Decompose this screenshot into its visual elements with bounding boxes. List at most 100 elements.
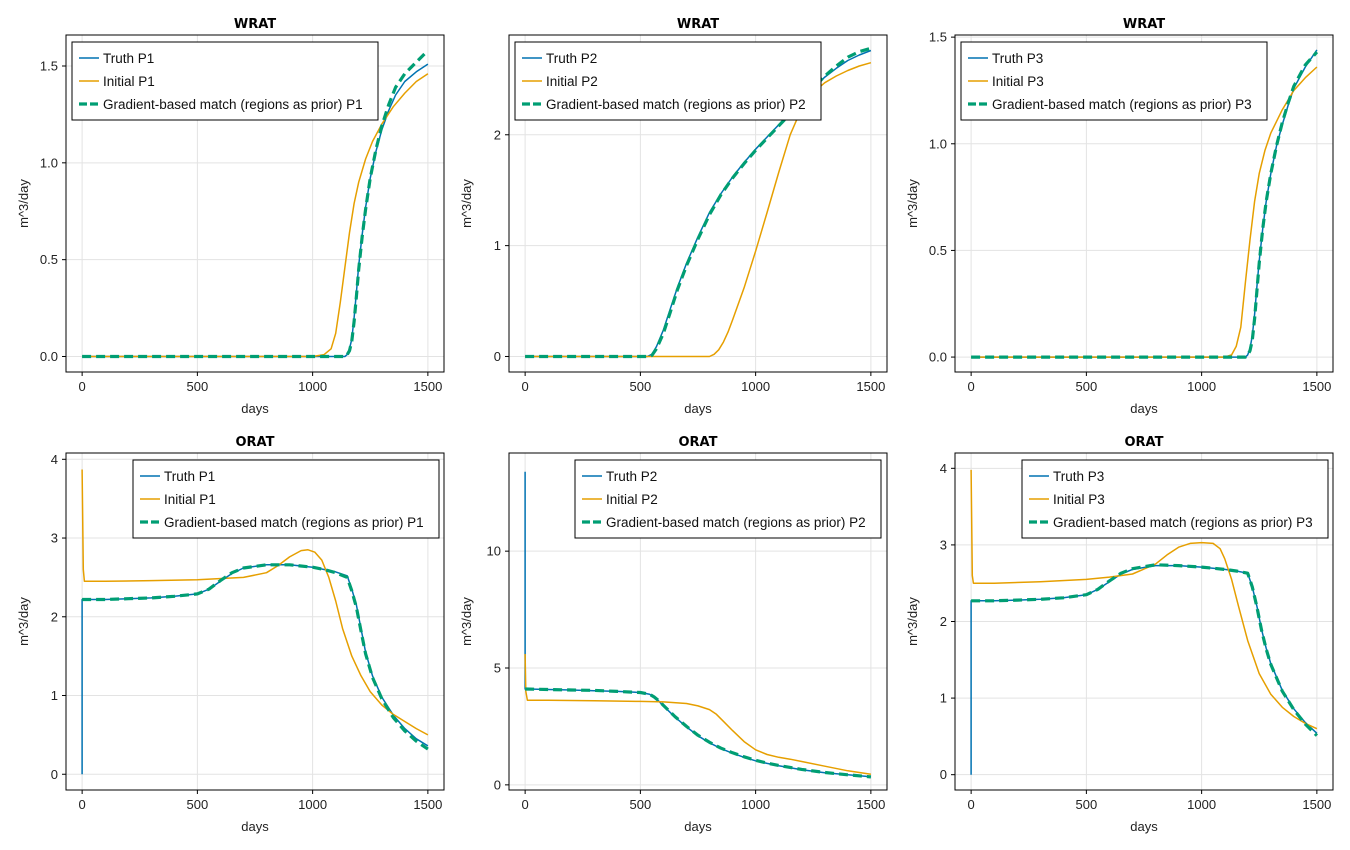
x-tick-label: 1000: [741, 797, 770, 812]
chart-title: WRAT: [1123, 17, 1165, 32]
y-axis-label: m^3/day: [905, 179, 920, 228]
series-line-initial: [81, 469, 429, 736]
x-tick-label: 0: [968, 797, 975, 812]
chart-panel-2: 0 500 1000 1500 0 1 2 WRAT days m^3/day Truth P2 In…: [459, 17, 888, 416]
y-tick-label: 0.5: [929, 243, 947, 258]
chart-panel-6: 0 500 1000 1500 0 1 2 3 4 ORAT days m^3/day Truth P3…: [905, 435, 1334, 834]
x-axis-label: days: [1130, 401, 1158, 416]
chart-panel-5: 0 500 1000 1500 0 5 10 ORAT days m^3/day Truth P2 I…: [459, 435, 888, 834]
y-tick-label: 0: [51, 767, 58, 782]
x-tick-label: 0: [522, 797, 529, 812]
y-tick-label: 1.0: [929, 136, 947, 151]
legend-box: [960, 41, 1268, 121]
y-tick-label: 5: [494, 661, 501, 676]
y-tick-label: 1: [940, 691, 947, 706]
y-tick-label: 1.5: [40, 58, 58, 73]
series-line-initial: [524, 653, 872, 776]
legend-box: [71, 41, 379, 121]
x-tick-label: 1500: [1302, 379, 1331, 394]
legend-label: Truth P3: [992, 51, 1043, 66]
series-line-initial: [970, 469, 1318, 730]
x-tick-label: 1000: [1187, 797, 1216, 812]
x-tick-label: 1000: [298, 379, 327, 394]
x-tick-label: 0: [79, 797, 86, 812]
legend-label: Initial P1: [164, 492, 216, 507]
series-line-initial: [525, 61, 872, 358]
legend-label: Gradient-based match (regions as prior) …: [1053, 515, 1313, 530]
y-tick-label: 0: [940, 767, 947, 782]
x-tick-label: 0: [79, 379, 86, 394]
legend-label: Initial P3: [1053, 492, 1105, 507]
legend-label: Truth P1: [103, 51, 154, 66]
series-line-match: [525, 687, 872, 779]
y-tick-label: 10: [487, 544, 501, 559]
y-tick-label: 0.0: [929, 350, 947, 365]
x-tick-label: 0: [968, 379, 975, 394]
x-tick-label: 500: [1076, 379, 1098, 394]
x-axis-label: days: [1130, 819, 1158, 834]
legend-label: Truth P2: [606, 469, 657, 484]
legend: Truth P2 Initial P2 Gradient-based match (…: [574, 459, 882, 539]
plot-frame: [954, 34, 1334, 373]
legend-label: Initial P1: [103, 74, 155, 89]
y-tick-label: 3: [940, 537, 947, 552]
y-tick-label: 0.0: [40, 349, 58, 364]
chart-title: WRAT: [677, 17, 719, 32]
series-line-truth: [81, 564, 429, 775]
x-tick-label: 500: [187, 797, 209, 812]
y-tick-label: 3: [51, 531, 58, 546]
x-tick-label: 1000: [1187, 379, 1216, 394]
legend-label: Truth P2: [546, 51, 597, 66]
x-tick-label: 1500: [413, 379, 442, 394]
legend: Truth P3 Initial P3 Gradient-based match (…: [960, 41, 1268, 121]
y-axis-label: m^3/day: [459, 597, 474, 646]
x-tick-label: 500: [1076, 797, 1098, 812]
y-tick-label: 1: [494, 238, 501, 253]
legend-box: [574, 459, 882, 539]
legend-label: Gradient-based match (regions as prior) …: [546, 97, 806, 112]
plot-frame: [65, 34, 445, 373]
series-line-match: [525, 46, 872, 359]
series-line-truth: [970, 564, 1318, 775]
legend-label: Gradient-based match (regions as prior) …: [103, 97, 363, 112]
x-tick-label: 500: [187, 379, 209, 394]
x-tick-label: 1000: [298, 797, 327, 812]
y-tick-label: 4: [51, 452, 58, 467]
legend-label: Gradient-based match (regions as prior) …: [164, 515, 424, 530]
x-tick-label: 500: [630, 797, 652, 812]
x-tick-label: 0: [522, 379, 529, 394]
x-axis-label: days: [684, 819, 712, 834]
y-axis-label: m^3/day: [16, 597, 31, 646]
y-axis-label: m^3/day: [905, 597, 920, 646]
legend-label: Initial P2: [546, 74, 598, 89]
chart-title: ORAT: [1125, 435, 1164, 450]
y-tick-label: 2: [494, 127, 501, 142]
y-tick-label: 1: [51, 688, 58, 703]
x-tick-label: 1500: [856, 797, 885, 812]
chart-panel-4: 0 500 1000 1500 0 1 2 3 4 ORAT days m^3/day Truth P1…: [16, 435, 445, 834]
plot-frame: [508, 34, 888, 373]
legend-box: [1021, 459, 1329, 539]
legend-label: Truth P3: [1053, 469, 1104, 484]
series-line-match: [82, 49, 430, 359]
series-line-match: [971, 563, 1319, 737]
legend-label: Initial P2: [606, 492, 658, 507]
y-tick-label: 2: [940, 614, 947, 629]
legend: Truth P1 Initial P1 Gradient-based match (…: [71, 41, 379, 121]
x-tick-label: 1500: [856, 379, 885, 394]
legend-label: Gradient-based match (regions as prior) …: [992, 97, 1252, 112]
legend-box: [132, 459, 440, 539]
chart-title: WRAT: [234, 17, 276, 32]
series-line-match: [82, 563, 429, 751]
legend-box: [514, 41, 822, 121]
y-tick-label: 0.5: [40, 252, 58, 267]
chart-panel-3: 0 500 1000 1500 0.0 0.5 1.0 1.5 WRAT days m^3/day T…: [905, 17, 1334, 416]
legend-label: Initial P3: [992, 74, 1044, 89]
x-tick-label: 1500: [1302, 797, 1331, 812]
chart-title: ORAT: [679, 435, 718, 450]
x-axis-label: days: [241, 401, 269, 416]
y-axis-label: m^3/day: [459, 179, 474, 228]
x-tick-label: 500: [630, 379, 652, 394]
legend: Truth P3 Initial P3 Gradient-based match (…: [1021, 459, 1329, 539]
